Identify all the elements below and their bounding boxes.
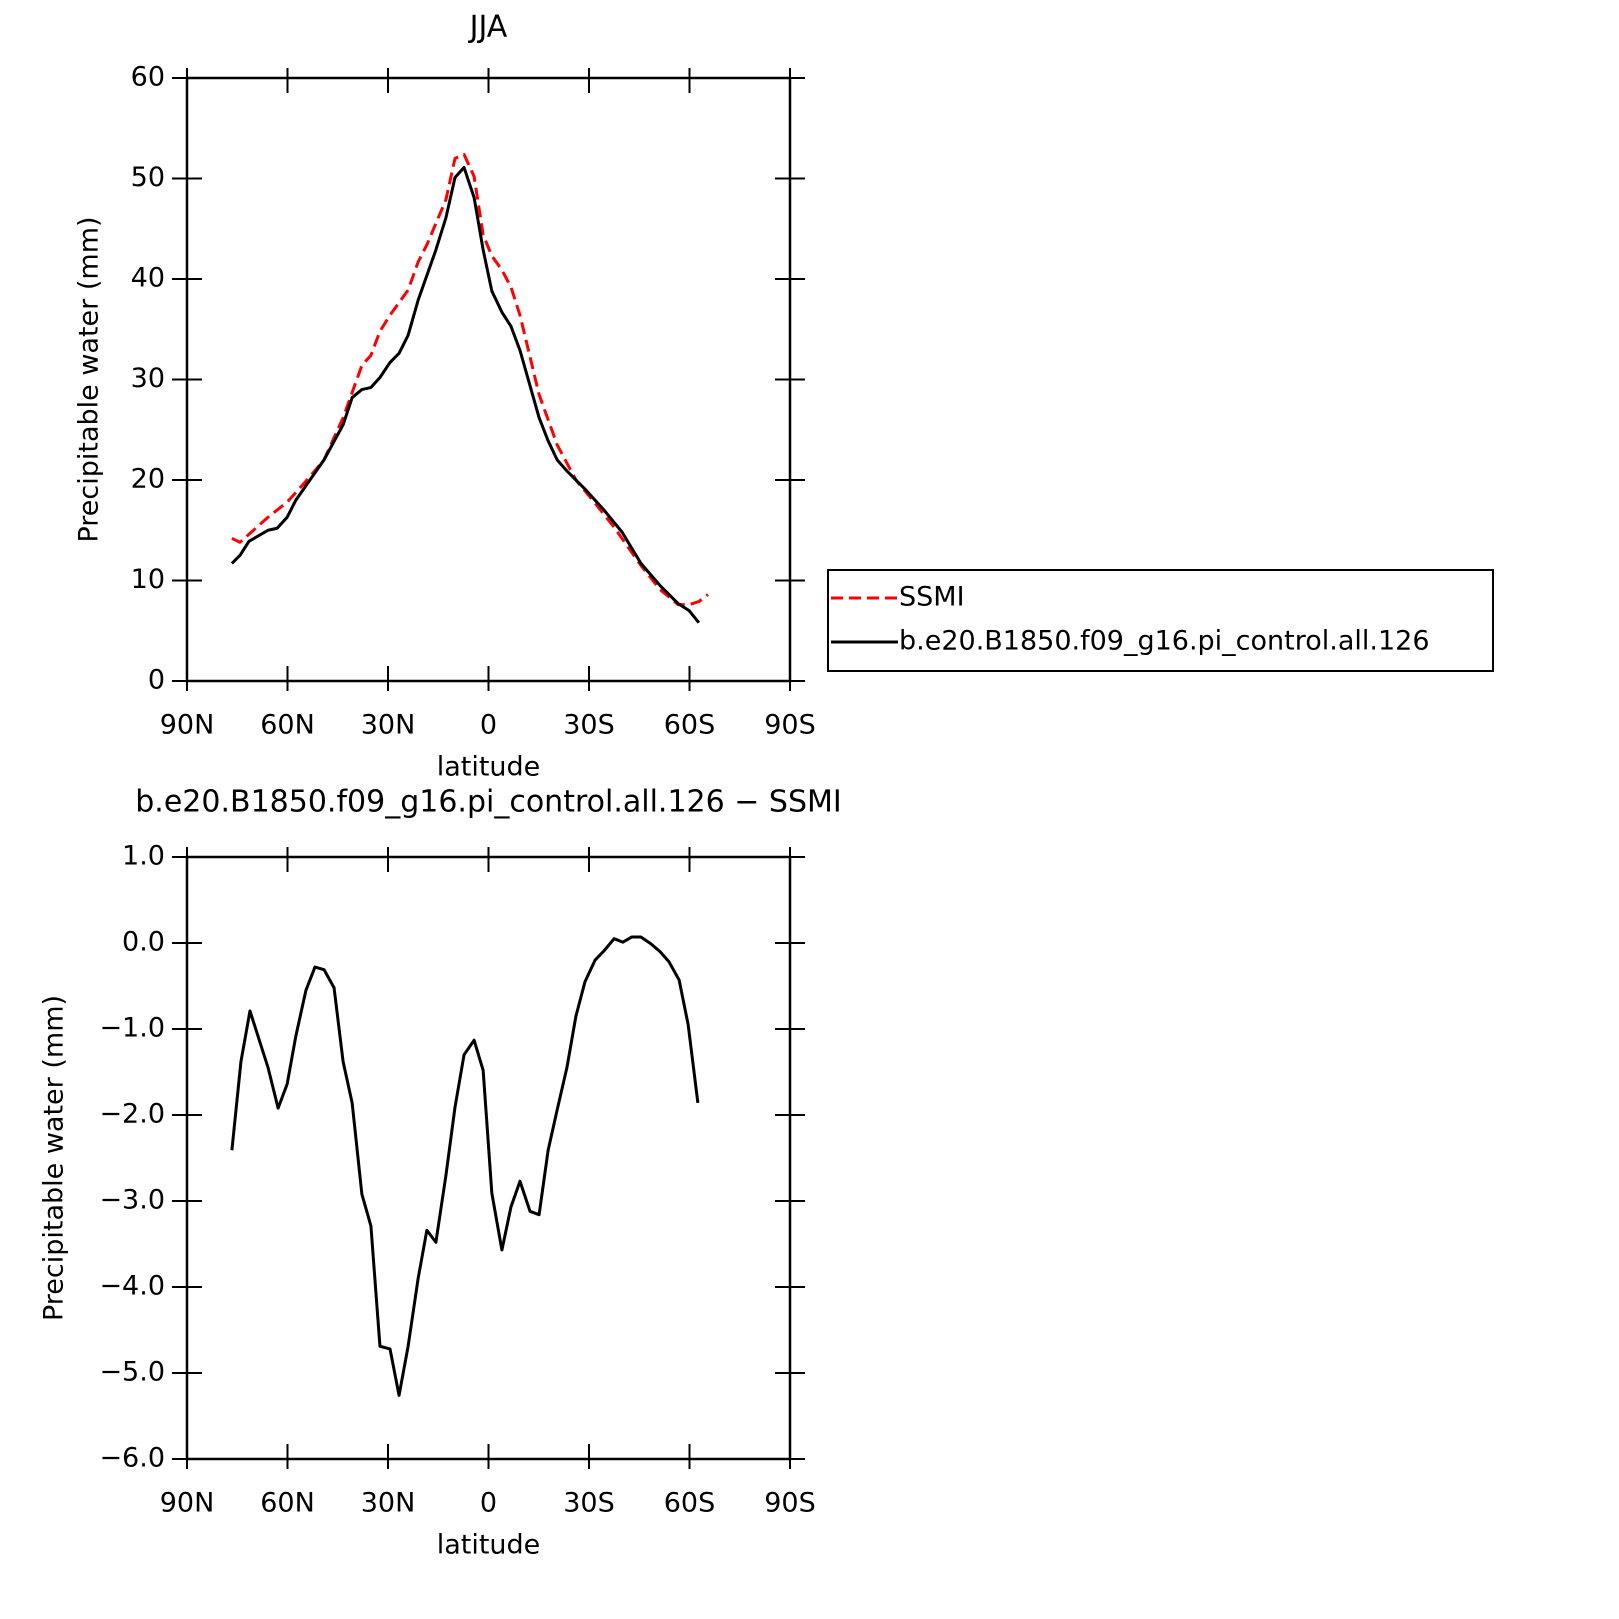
x-tick-label: 60S bbox=[664, 1488, 716, 1519]
y-axis-label: Precipitable water (mm) bbox=[39, 995, 70, 1321]
x-tick-label: 90S bbox=[764, 710, 816, 741]
y-tick-label: −5.0 bbox=[99, 1357, 165, 1388]
x-tick-label: 90N bbox=[160, 1488, 215, 1519]
chart-title: JJA bbox=[468, 10, 508, 45]
x-tick-label: 30N bbox=[361, 710, 416, 741]
y-tick-label: 30 bbox=[131, 363, 165, 394]
series-line bbox=[231, 152, 709, 607]
x-tick-label: 60N bbox=[260, 1488, 315, 1519]
x-tick-label: 90N bbox=[160, 710, 215, 741]
y-tick-label: −2.0 bbox=[99, 1099, 165, 1130]
x-tick-label: 60S bbox=[664, 710, 716, 741]
x-tick-label: 0 bbox=[480, 710, 497, 741]
x-tick-label: 30S bbox=[563, 710, 615, 741]
y-tick-label: 60 bbox=[131, 62, 165, 93]
legend-label: SSMI bbox=[899, 582, 965, 613]
y-tick-label: 10 bbox=[131, 564, 165, 595]
x-tick-label: 30N bbox=[361, 1488, 416, 1519]
x-tick-label: 90S bbox=[764, 1488, 816, 1519]
y-tick-label: −4.0 bbox=[99, 1271, 165, 1302]
y-tick-label: 50 bbox=[131, 162, 165, 193]
series-line bbox=[230, 935, 700, 1397]
chart-title: b.e20.B1850.f09_g16.pi_control.all.126 −… bbox=[135, 785, 841, 820]
series-line bbox=[230, 165, 701, 624]
y-tick-label: −1.0 bbox=[99, 1013, 165, 1044]
x-tick-label: 30S bbox=[563, 1488, 615, 1519]
x-axis-label: latitude bbox=[437, 1530, 541, 1561]
y-axis-label: Precipitable water (mm) bbox=[74, 216, 105, 542]
y-tick-label: 20 bbox=[131, 464, 165, 495]
x-tick-label: 60N bbox=[260, 710, 315, 741]
legend-label: b.e20.B1850.f09_g16.pi_control.all.126 bbox=[899, 626, 1430, 657]
plot-frame bbox=[185, 76, 792, 683]
y-tick-label: −6.0 bbox=[99, 1443, 165, 1474]
legend-box bbox=[827, 569, 1494, 672]
y-tick-label: 0.0 bbox=[122, 927, 165, 958]
x-tick-label: 0 bbox=[480, 1488, 497, 1519]
y-tick-label: −3.0 bbox=[99, 1185, 165, 1216]
x-axis-label: latitude bbox=[437, 752, 541, 783]
y-tick-label: 40 bbox=[131, 263, 165, 294]
y-tick-label: 0 bbox=[148, 665, 165, 696]
y-tick-label: 1.0 bbox=[122, 841, 165, 872]
